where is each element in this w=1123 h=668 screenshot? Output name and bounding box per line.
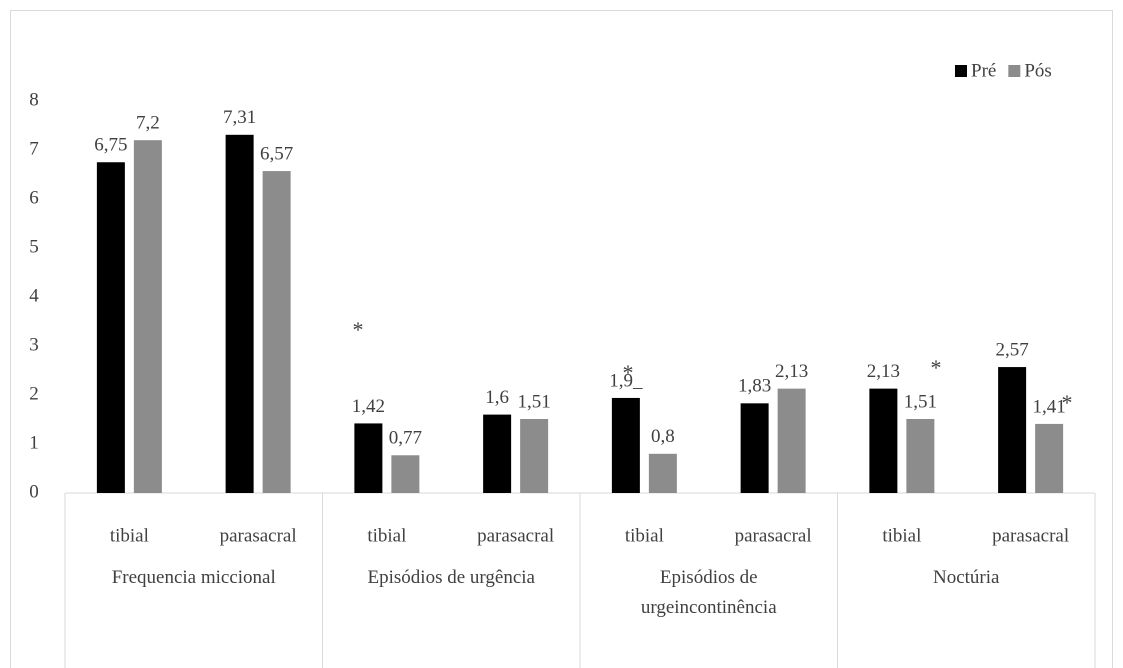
value-label: 1,42	[352, 396, 385, 417]
bar	[262, 171, 291, 493]
x-tick-label: tibial	[882, 525, 921, 546]
bar	[520, 419, 549, 493]
value-label: 6,75	[94, 135, 127, 156]
value-label: 1,9_	[609, 370, 643, 391]
value-label: 2,57	[996, 339, 1029, 360]
bar	[869, 388, 898, 493]
bar	[483, 414, 512, 493]
x-tick-label: parasacral	[477, 525, 554, 546]
y-tick-label: 0	[29, 481, 39, 502]
value-label: 1,51	[518, 391, 551, 412]
x-tick-label: tibial	[367, 525, 406, 546]
y-tick-label: 4	[29, 285, 39, 306]
bar	[354, 423, 383, 493]
value-label: 0,8	[651, 426, 675, 447]
group-label: Episódios de urgeincontinência	[640, 567, 777, 618]
value-label: 1,83	[738, 376, 771, 397]
bar	[225, 134, 254, 493]
value-label: 1,41	[1033, 396, 1066, 417]
y-tick-label: 5	[29, 236, 39, 257]
bar	[648, 453, 677, 493]
x-tick-label: parasacral	[735, 525, 812, 546]
group-label: Episódios de urgência	[367, 567, 535, 588]
y-tick-label: 8	[29, 89, 39, 110]
annotation: *	[931, 355, 942, 380]
bar	[1035, 423, 1064, 493]
value-label: 0,77	[389, 428, 422, 449]
legend-label: Pós	[1024, 60, 1051, 81]
x-tick-label: parasacral	[220, 525, 297, 546]
annotation: *	[353, 317, 364, 342]
y-tick-label: 1	[29, 432, 39, 453]
value-label: 7,31	[223, 107, 256, 128]
value-label: 1,6	[485, 387, 509, 408]
x-tick-label: tibial	[625, 525, 664, 546]
bar	[906, 419, 935, 493]
bar	[133, 140, 162, 493]
value-label: 2,13	[867, 361, 900, 382]
value-label: 7,2	[136, 113, 160, 134]
group-label: Frequencia miccional	[111, 567, 276, 588]
bar	[998, 367, 1027, 493]
x-tick-label: parasacral	[992, 525, 1069, 546]
y-tick-label: 6	[29, 187, 39, 208]
bar	[740, 403, 769, 493]
chart-border	[10, 10, 1113, 668]
y-tick-label: 3	[29, 334, 39, 355]
bar	[96, 162, 125, 493]
annotation: *	[1062, 390, 1073, 415]
value-label: 6,57	[260, 143, 293, 164]
x-tick-label: tibial	[110, 525, 149, 546]
legend-swatch	[955, 65, 967, 77]
annotation: *	[623, 360, 634, 385]
value-label: 1,51	[904, 391, 937, 412]
bar	[777, 388, 806, 493]
value-label: 2,13	[775, 361, 808, 382]
legend-swatch	[1008, 65, 1021, 77]
y-tick-label: 2	[29, 383, 39, 404]
bar	[611, 397, 640, 493]
group-label: Noctúria	[933, 567, 1000, 588]
y-tick-label: 7	[29, 138, 39, 159]
legend-label: Pré	[971, 60, 996, 81]
bar	[391, 455, 420, 493]
